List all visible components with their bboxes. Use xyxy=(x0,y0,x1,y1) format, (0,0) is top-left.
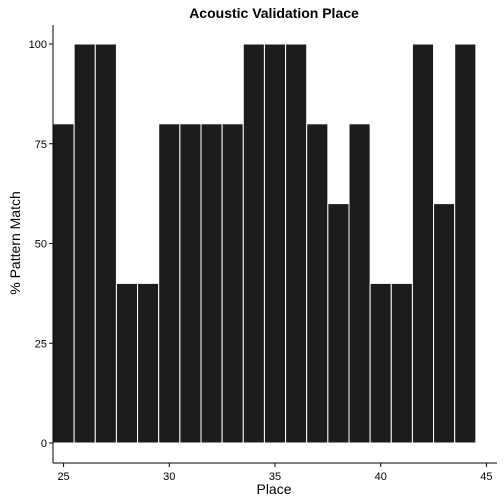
bar-36 xyxy=(285,43,308,444)
y-ticks: 0 25 50 75 100 xyxy=(29,39,53,450)
bar-33 xyxy=(221,123,244,444)
y-tick-label: 0 xyxy=(41,438,47,450)
x-tick-label: 35 xyxy=(269,471,281,483)
bar-30 xyxy=(158,123,181,444)
x-ticks: 25 30 35 40 45 xyxy=(57,463,493,483)
bar-39 xyxy=(348,123,371,444)
y-tick-label: 75 xyxy=(35,139,47,151)
bar-35 xyxy=(263,43,287,444)
bars xyxy=(52,43,477,444)
y-tick-label: 50 xyxy=(35,239,47,251)
x-tick-label: 40 xyxy=(375,471,387,483)
bar-44 xyxy=(454,43,477,444)
x-axis-title: Place xyxy=(256,481,291,497)
bar-40 xyxy=(369,282,392,444)
x-tick-label: 45 xyxy=(480,471,492,483)
bar-29 xyxy=(137,282,160,444)
bar-27 xyxy=(94,43,117,444)
bar-28 xyxy=(115,282,139,444)
chart-title: Acoustic Validation Place xyxy=(189,5,359,21)
x-tick-label: 25 xyxy=(57,471,69,483)
bar-32 xyxy=(200,123,223,444)
bar-25 xyxy=(52,123,75,444)
y-tick-label: 100 xyxy=(29,39,47,51)
y-axis-title: % Pattern Match xyxy=(7,191,23,295)
bar-42 xyxy=(411,43,435,444)
x-tick-label: 30 xyxy=(163,471,175,483)
bar-41 xyxy=(390,282,413,444)
bar-26 xyxy=(73,43,96,444)
bar-38 xyxy=(327,203,350,444)
bar-37 xyxy=(306,123,329,444)
bar-43 xyxy=(433,203,456,444)
bar-31 xyxy=(179,123,202,444)
bar-34 xyxy=(242,43,265,444)
y-tick-label: 25 xyxy=(35,338,47,350)
